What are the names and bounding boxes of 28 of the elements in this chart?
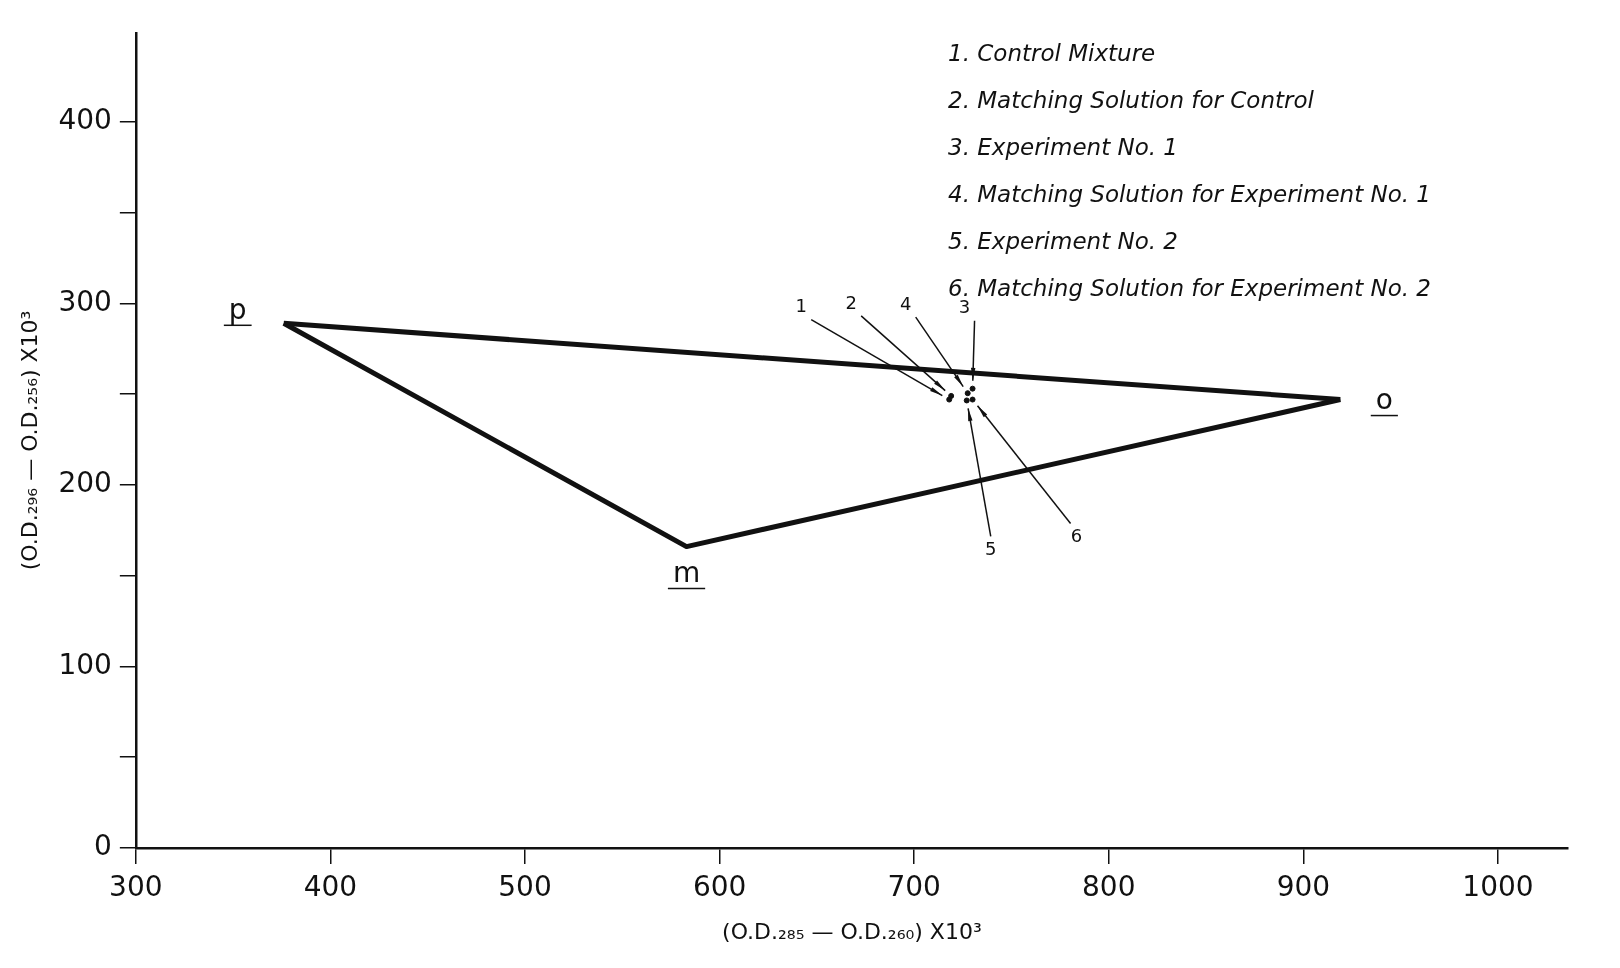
annotation: 4. Matching Solution for Experiment No. 1 <box>948 180 1431 207</box>
x-tick-label: 600 <box>692 870 747 904</box>
y-tick-label: 200 <box>58 466 112 500</box>
y-tick-label: 300 <box>58 284 112 318</box>
x-tick-label: 1000 <box>1462 870 1534 904</box>
annotation: 1. Control Mixture <box>948 39 1156 66</box>
y-tick-label: 400 <box>58 103 112 137</box>
annotation: 2 <box>845 291 857 313</box>
annotation: 3. Experiment No. 1 <box>948 133 1178 160</box>
annotation: 6 <box>1070 525 1083 547</box>
x-tick-label: 400 <box>303 870 358 904</box>
y-tick-label: 100 <box>58 647 112 681</box>
annotation: 2. Matching Solution for Control <box>948 86 1315 113</box>
x-tick-label: 900 <box>1276 870 1331 904</box>
y-tick-label: 0 <box>94 829 112 863</box>
annotation: 5. Experiment No. 2 <box>948 227 1178 254</box>
x-tick-label: 500 <box>498 870 552 904</box>
annotation: p <box>228 292 247 326</box>
annotation: o <box>1375 382 1393 416</box>
x-tick-label: 800 <box>1082 870 1136 904</box>
x-axis-title: (O.D.₂₈₅ — O.D.₂₆₀) X10³ <box>722 918 982 944</box>
y-axis-title: (O.D.₂₉₆ — O.D.₂₅₆) X10³ <box>16 310 42 571</box>
annotation: 5 <box>985 538 997 560</box>
annotation: 4 <box>899 292 912 314</box>
annotation: m <box>672 555 701 589</box>
x-tick-label: 700 <box>887 870 941 904</box>
annotation: 1 <box>795 295 807 317</box>
x-tick-label: 300 <box>109 870 163 904</box>
